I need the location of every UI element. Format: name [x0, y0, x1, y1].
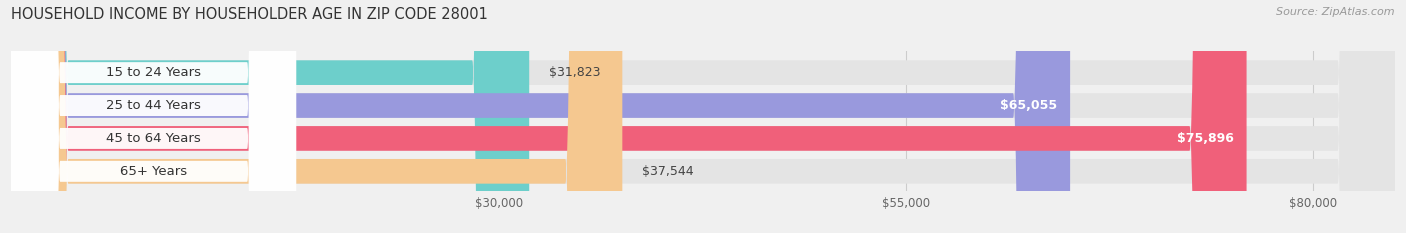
FancyBboxPatch shape [11, 0, 1247, 233]
FancyBboxPatch shape [11, 0, 623, 233]
Text: 45 to 64 Years: 45 to 64 Years [107, 132, 201, 145]
Text: Source: ZipAtlas.com: Source: ZipAtlas.com [1277, 7, 1395, 17]
FancyBboxPatch shape [11, 0, 1395, 233]
Text: 15 to 24 Years: 15 to 24 Years [107, 66, 201, 79]
FancyBboxPatch shape [11, 0, 1070, 233]
FancyBboxPatch shape [11, 0, 1395, 233]
FancyBboxPatch shape [11, 0, 529, 233]
FancyBboxPatch shape [11, 0, 1395, 233]
Text: 25 to 44 Years: 25 to 44 Years [107, 99, 201, 112]
Text: HOUSEHOLD INCOME BY HOUSEHOLDER AGE IN ZIP CODE 28001: HOUSEHOLD INCOME BY HOUSEHOLDER AGE IN Z… [11, 7, 488, 22]
Text: $37,544: $37,544 [643, 165, 693, 178]
Text: $75,896: $75,896 [1177, 132, 1233, 145]
Text: $65,055: $65,055 [1000, 99, 1057, 112]
Text: 65+ Years: 65+ Years [120, 165, 187, 178]
FancyBboxPatch shape [11, 0, 297, 233]
FancyBboxPatch shape [11, 0, 297, 233]
FancyBboxPatch shape [11, 0, 297, 233]
FancyBboxPatch shape [11, 0, 297, 233]
FancyBboxPatch shape [11, 0, 1395, 233]
Text: $31,823: $31,823 [548, 66, 600, 79]
